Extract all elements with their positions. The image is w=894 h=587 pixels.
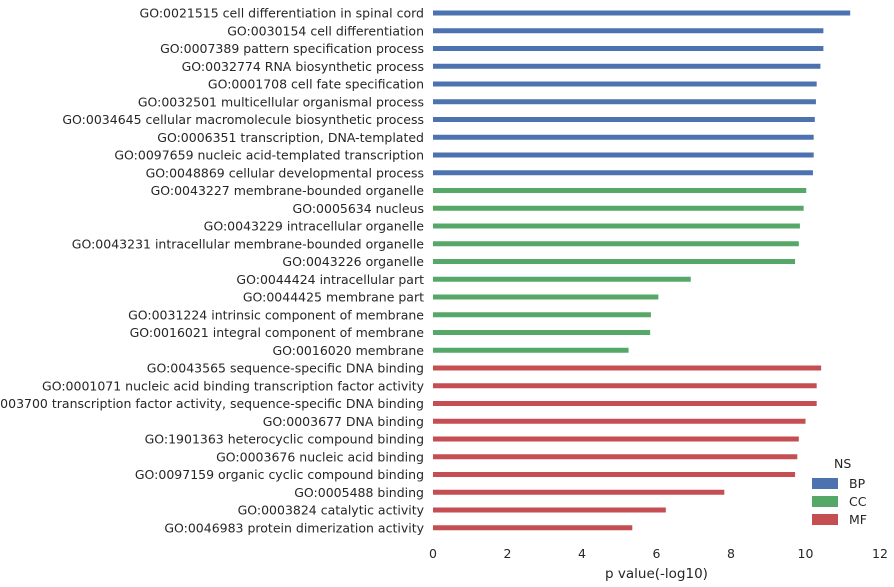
bar-bp [433, 134, 814, 140]
bar-cc [433, 188, 807, 193]
category-label: GO:0016021 integral component of membran… [130, 325, 425, 340]
x-axis-title: p value(-log10) [605, 566, 708, 582]
bar-mf [433, 507, 666, 513]
category-label: GO:0001071 nucleic acid binding transcri… [42, 378, 425, 393]
category-label: GO:0034645 cellular macromolecule biosyn… [62, 112, 424, 127]
category-label: GO:0046983 protein dimerization activity [164, 520, 424, 535]
bar-cc [433, 330, 651, 335]
category-label: GO:0032501 multicellular organismal proc… [138, 94, 424, 109]
bar-bp [433, 170, 813, 176]
legend-label-mf: MF [849, 512, 867, 527]
category-label: GO:0005488 binding [294, 485, 424, 500]
bar-bp [433, 10, 851, 16]
category-label: GO:0043227 membrane-bounded organelle [151, 183, 425, 198]
category-label: GO:1901363 heterocyclic compound binding [145, 432, 424, 447]
legend-swatch-mf [812, 514, 838, 525]
legend-label-cc: CC [849, 494, 867, 509]
bar-cc [433, 347, 629, 353]
category-label: GO:0048869 cellular developmental proces… [146, 165, 424, 180]
category-label: GO:0003677 DNA binding [263, 414, 424, 429]
category-label: GO:0043565 sequence-specific DNA binding [147, 361, 424, 376]
x-tick-label: 8 [727, 546, 735, 561]
category-label: GO:0005634 nucleus [293, 201, 424, 216]
category-label: GO:0001708 cell fate specification [208, 77, 424, 92]
bar-cc [433, 294, 659, 300]
bar-mf [433, 436, 799, 442]
category-label: GO:0031224 intrinsic component of membra… [128, 307, 424, 322]
bars-group [433, 10, 851, 531]
bar-bp [433, 117, 815, 122]
category-label: GO:0003700 transcription factor activity… [0, 396, 424, 411]
bar-cc [433, 312, 651, 318]
x-tick-label: 4 [578, 546, 586, 561]
bar-cc [433, 259, 796, 264]
legend-title: NS [834, 456, 851, 471]
bar-cc [433, 241, 799, 247]
category-label: GO:0043226 organelle [282, 254, 424, 269]
category-label: GO:0007389 pattern specification process [160, 41, 424, 56]
bar-cc [433, 205, 804, 211]
legend-entries: BP CC MF [812, 476, 867, 527]
legend: NS BP CC MF [812, 456, 867, 527]
bar-mf [433, 383, 817, 389]
x-tick-label: 6 [653, 546, 661, 561]
x-tick-label: 10 [798, 546, 814, 561]
category-label: GO:0003824 catalytic activity [238, 503, 425, 518]
category-label: GO:0044424 intracellular part [236, 272, 424, 287]
bar-bp [433, 81, 817, 87]
bar-cc [433, 223, 800, 229]
legend-swatch-bp [812, 478, 838, 489]
bar-bp [433, 28, 824, 34]
category-label: GO:0097659 nucleic acid-templated transc… [114, 148, 424, 163]
category-label: GO:0016020 membrane [272, 343, 424, 358]
x-tick-label: 0 [429, 546, 437, 561]
bar-bp [433, 99, 816, 105]
category-label: GO:0097159 organic cyclic compound bindi… [135, 467, 424, 482]
bar-mf [433, 401, 817, 406]
category-label: GO:0006351 transcription, DNA-templated [157, 130, 424, 145]
category-label: GO:0043231 intracellular membrane-bounde… [72, 236, 425, 251]
bar-cc [433, 276, 691, 282]
category-label: GO:0003676 nucleic acid binding [216, 449, 424, 464]
bar-mf [433, 418, 806, 424]
bar-bp [433, 152, 814, 158]
x-tick-label: 12 [872, 546, 888, 561]
category-label: GO:0030154 cell differentiation [227, 23, 424, 38]
bar-bp [433, 46, 824, 51]
legend-label-bp: BP [849, 476, 866, 491]
category-label: GO:0032774 RNA biosynthetic process [182, 59, 424, 74]
bar-mf [433, 489, 725, 495]
bar-bp [433, 63, 821, 69]
legend-swatch-cc [812, 496, 838, 507]
category-label: GO:0043229 intracellular organelle [204, 219, 425, 234]
x-tick-label: 2 [504, 546, 512, 561]
bar-mf [433, 525, 633, 531]
category-label: GO:0044425 membrane part [243, 290, 424, 305]
x-axis-ticks: 0 2 4 6 8 10 12 [429, 546, 888, 561]
bar-mf [433, 454, 798, 460]
category-label: GO:0021515 cell differentiation in spina… [140, 6, 424, 21]
bar-mf [433, 365, 822, 371]
bar-mf [433, 472, 796, 477]
category-labels: GO:0021515 cell differentiation in spina… [0, 6, 425, 536]
